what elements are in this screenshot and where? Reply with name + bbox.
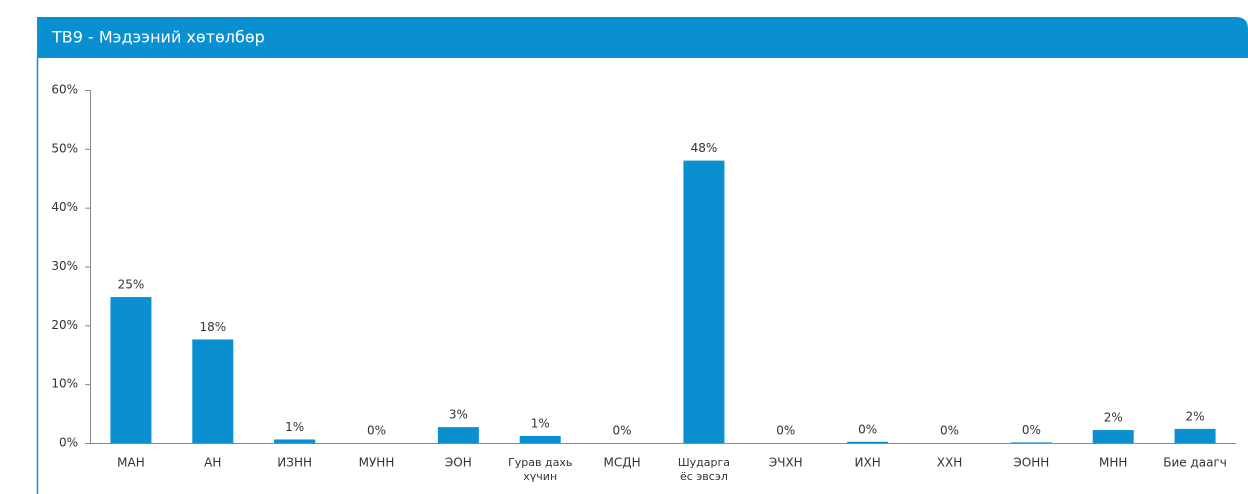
bar bbox=[1092, 430, 1134, 443]
value-label: 0% bbox=[940, 424, 959, 438]
bar bbox=[847, 441, 889, 443]
x-tick-label: Шударга ёс эвсэл bbox=[678, 456, 730, 483]
bar bbox=[274, 439, 316, 443]
x-tick-label: МАН bbox=[117, 456, 145, 470]
value-label: 18% bbox=[199, 320, 226, 334]
value-label: 0% bbox=[776, 424, 795, 438]
value-label: 48% bbox=[691, 141, 718, 155]
x-tick-label: ХХН bbox=[937, 456, 962, 470]
value-label: 0% bbox=[858, 422, 877, 436]
value-label: 0% bbox=[367, 424, 386, 438]
value-label: 25% bbox=[118, 278, 145, 292]
x-tick-label: ИЗНН bbox=[277, 456, 312, 470]
value-label: 3% bbox=[449, 408, 468, 422]
value-label: 2% bbox=[1104, 411, 1123, 425]
bar bbox=[437, 427, 479, 443]
value-label: 0% bbox=[1022, 423, 1041, 437]
x-tick-label: Бие даагч bbox=[1163, 456, 1227, 470]
y-tick-label: 60% bbox=[51, 83, 78, 97]
x-tick-label: МУНН bbox=[359, 456, 395, 470]
y-tick-label: 10% bbox=[51, 377, 78, 391]
bar bbox=[683, 160, 725, 443]
x-tick-label: ЭОНН bbox=[1013, 456, 1049, 470]
x-tick-label: МСДН bbox=[604, 456, 641, 470]
x-tick-label: МНН bbox=[1099, 456, 1127, 470]
x-tick-label: ИХН bbox=[855, 456, 881, 470]
bar bbox=[1010, 442, 1052, 443]
value-label: 0% bbox=[613, 424, 632, 438]
x-tick-label: ЭОН bbox=[445, 456, 472, 470]
x-tick-label: ЭЧХН bbox=[769, 456, 803, 470]
y-tick-label: 50% bbox=[51, 141, 78, 155]
value-label: 1% bbox=[285, 420, 304, 434]
y-tick-label: 30% bbox=[51, 259, 78, 273]
chart-title: ТВ9 - Мэдээний хөтөлбөр bbox=[51, 28, 265, 47]
bar bbox=[192, 339, 234, 443]
x-tick-label: Гурав дахь хүчин bbox=[508, 456, 572, 483]
bar bbox=[1174, 428, 1216, 443]
y-tick-label: 0% bbox=[59, 436, 78, 450]
bar bbox=[519, 435, 561, 443]
bar bbox=[110, 297, 152, 443]
y-tick-label: 40% bbox=[51, 200, 78, 214]
value-label: 2% bbox=[1186, 409, 1205, 423]
x-tick-label: АН bbox=[204, 456, 221, 470]
header-bar bbox=[37, 17, 1248, 58]
value-label: 1% bbox=[531, 416, 550, 430]
y-tick-label: 20% bbox=[51, 318, 78, 332]
